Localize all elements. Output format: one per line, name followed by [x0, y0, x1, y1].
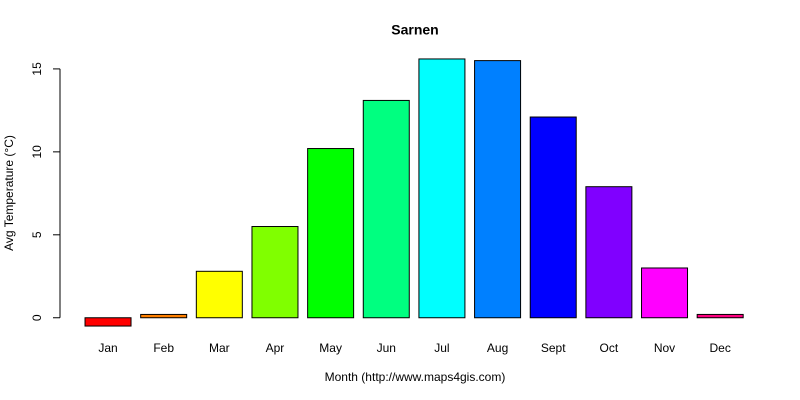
bar [195, 270, 243, 319]
y-tick-label: 15 [30, 62, 44, 76]
x-tick-label: Feb [153, 341, 174, 355]
bar [696, 313, 744, 319]
bar [362, 99, 410, 319]
x-axis-label: Month (http://www.maps4gis.com) [325, 370, 506, 384]
x-tick-label: Sept [541, 341, 566, 355]
bar [84, 317, 132, 327]
chart-title: Sarnen [391, 22, 438, 38]
x-tick-label: Oct [600, 341, 619, 355]
x-tick-label: May [319, 341, 342, 355]
y-axis-label: Avg Temperature (°C) [2, 135, 16, 251]
x-tick-label: Jul [434, 341, 449, 355]
bar [251, 226, 299, 319]
x-tick-label: Jun [377, 341, 396, 355]
bar [474, 60, 522, 319]
x-tick-label: Jan [98, 341, 117, 355]
y-tick-label: 0 [30, 314, 44, 321]
x-tick-label: Aug [487, 341, 508, 355]
bar [140, 313, 188, 319]
bar [418, 58, 466, 319]
x-tick-label: Nov [654, 341, 675, 355]
bar [641, 267, 689, 319]
bar [307, 148, 355, 319]
y-tick-label: 10 [30, 145, 44, 159]
x-tick-label: Apr [266, 341, 285, 355]
x-tick-label: Mar [209, 341, 230, 355]
bar [529, 116, 577, 319]
x-tick-label: Dec [710, 341, 731, 355]
y-tick-label: 5 [30, 231, 44, 238]
bar [585, 186, 633, 319]
